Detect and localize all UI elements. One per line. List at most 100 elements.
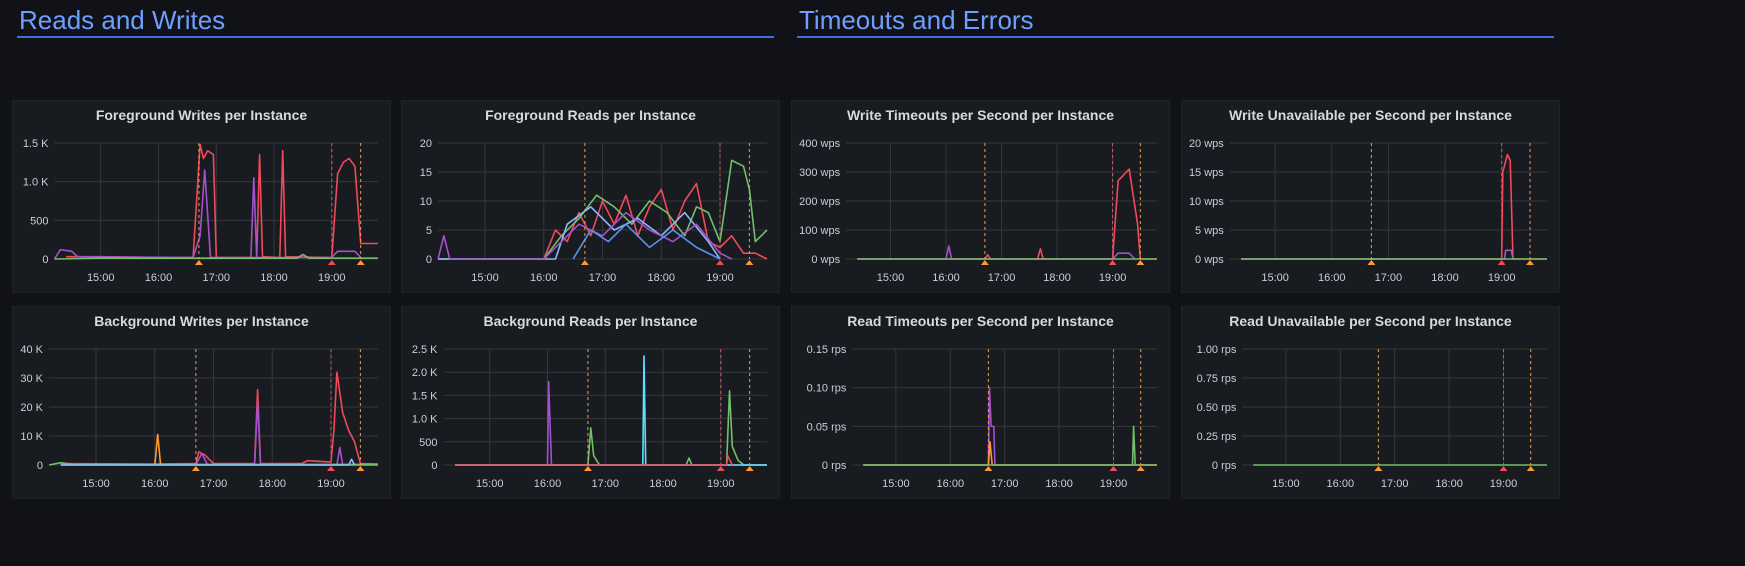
annotation-marker[interactable] <box>1499 466 1508 471</box>
x-tick-label: 17:00 <box>200 478 228 490</box>
annotation-marker[interactable] <box>716 466 725 471</box>
panel-5[interactable]: Background Reads per Instance 0 500 1.0 K 1.… <box>401 306 780 499</box>
annotation-marker[interactable] <box>583 466 592 471</box>
y-tick-label: 20 wps <box>1189 138 1224 150</box>
y-tick-label: 0.25 rps <box>1197 431 1237 443</box>
y-tick-label: 1.0 K <box>412 414 438 426</box>
series-line-3[interactable] <box>455 454 734 466</box>
annotation-marker[interactable] <box>356 260 365 265</box>
series-line-1[interactable] <box>455 390 767 466</box>
x-tick-label: 19:00 <box>318 272 346 284</box>
panel-3[interactable]: Write Unavailable per Second per Instanc… <box>1181 100 1560 293</box>
panel-7[interactable]: Read Unavailable per Second per Instance… <box>1181 306 1560 499</box>
y-tick-label: 20 K <box>20 402 43 414</box>
chart-plot[interactable]: 0 500 1.0 K 1.5 K 15:00 16:00 17:00 18:00 19:00 <box>13 101 392 294</box>
x-tick-label: 18:00 <box>260 272 288 284</box>
y-tick-label: 40 K <box>20 344 43 356</box>
chart-plot[interactable]: 0 500 1.0 K 1.5 K 2.0 K 2.5 K 15:00 16:00 17:00 1… <box>402 307 781 500</box>
series-line-2[interactable] <box>863 425 1157 466</box>
y-tick-label: 0 rps <box>822 460 847 472</box>
panel-title: Write Unavailable per Second per Instanc… <box>1229 107 1512 123</box>
y-tick-label: 1.5 K <box>412 390 438 402</box>
series-line-2[interactable] <box>60 400 344 466</box>
annotation-marker[interactable] <box>1109 466 1118 471</box>
x-tick-label: 15:00 <box>82 478 110 490</box>
series-line-0[interactable] <box>1241 153 1547 260</box>
chart-plot[interactable]: 0 10 K 20 K 30 K 40 K 15:00 16:00 17:00 18:00 19:… <box>13 307 392 500</box>
chart-plot[interactable]: 0 rps 0.25 rps 0.50 rps 0.75 rps 1.00 rps 15:… <box>1182 307 1561 500</box>
series-line-0[interactable] <box>60 371 379 465</box>
annotation-marker[interactable] <box>327 466 335 471</box>
x-tick-label: 15:00 <box>877 272 905 284</box>
x-tick-label: 16:00 <box>1327 478 1355 490</box>
y-tick-label: 10 <box>420 196 432 208</box>
x-tick-label: 16:00 <box>1318 272 1346 284</box>
y-tick-label: 2.5 K <box>412 344 438 356</box>
series-line-2[interactable] <box>54 253 379 260</box>
chart-plot[interactable]: 0 rps 0.05 rps 0.10 rps 0.15 rps 15:00 16:00 1… <box>792 307 1171 500</box>
x-tick-label: 15:00 <box>471 272 499 284</box>
annotation-marker[interactable] <box>980 260 989 265</box>
x-tick-label: 19:00 <box>1100 478 1128 490</box>
y-tick-label: 2.0 K <box>412 367 438 379</box>
x-tick-label: 16:00 <box>141 478 169 490</box>
panel-0[interactable]: Foreground Writes per Instance 0 500 1.0 K 1… <box>12 100 391 293</box>
y-tick-label: 500 <box>30 215 48 227</box>
series-line-4[interactable] <box>572 223 721 260</box>
annotation-marker[interactable] <box>1108 260 1117 265</box>
annotation-marker[interactable] <box>1367 260 1376 265</box>
annotation-marker[interactable] <box>716 260 724 265</box>
x-tick-label: 19:00 <box>317 478 345 490</box>
series-line-1[interactable] <box>1241 249 1514 260</box>
annotation-marker[interactable] <box>580 260 589 265</box>
x-tick-label: 17:00 <box>202 272 230 284</box>
panel-title: Foreground Writes per Instance <box>95 107 308 123</box>
panel-title: Foreground Reads per Instance <box>485 107 696 123</box>
y-tick-label: 0.15 rps <box>807 344 847 356</box>
series-line-4[interactable] <box>60 458 356 466</box>
series-line-1[interactable] <box>863 441 1157 466</box>
annotation-marker[interactable] <box>1497 260 1506 265</box>
annotation-marker[interactable] <box>984 466 993 471</box>
panel-1[interactable]: Foreground Reads per Instance 0 5 10 15 20 15:… <box>401 100 780 293</box>
chart-plot[interactable]: 0 wps 5 wps 10 wps 15 wps 20 wps 15:00 16:00 17… <box>1182 101 1561 294</box>
x-tick-label: 19:00 <box>706 272 734 284</box>
panel-4[interactable]: Background Writes per Instance 0 10 K 20 K 3… <box>12 306 391 499</box>
annotation-marker[interactable] <box>1136 260 1145 265</box>
annotation-marker[interactable] <box>1526 466 1535 471</box>
y-tick-label: 300 wps <box>799 167 840 179</box>
annotation-marker[interactable] <box>1526 260 1535 265</box>
series-line-1[interactable] <box>857 245 1136 260</box>
series-line-0[interactable] <box>455 380 767 466</box>
y-tick-label: 0.75 rps <box>1197 373 1237 385</box>
x-tick-label: 19:00 <box>707 478 735 490</box>
panel-6[interactable]: Read Timeouts per Second per Instance 0 r… <box>791 306 1170 499</box>
x-tick-label: 15:00 <box>882 478 910 490</box>
panel-title: Read Unavailable per Second per Instance <box>1229 313 1512 329</box>
y-tick-label: 10 K <box>20 431 43 443</box>
chart-plot[interactable]: 0 5 10 15 20 15:00 16:00 17:00 18:00 19:00 <box>402 101 781 294</box>
x-tick-label: 19:00 <box>1488 272 1516 284</box>
annotation-marker[interactable] <box>191 466 200 471</box>
x-tick-label: 16:00 <box>530 272 558 284</box>
panel-2[interactable]: Write Timeouts per Second per Instance 0 … <box>791 100 1170 293</box>
x-tick-label: 16:00 <box>145 272 173 284</box>
chart-plot[interactable]: 0 wps 100 wps 200 wps 300 wps 400 wps 15:00 16… <box>792 101 1171 294</box>
y-tick-label: 0.50 rps <box>1197 402 1237 414</box>
panel-title: Background Reads per Instance <box>483 313 698 329</box>
series-line-0[interactable] <box>66 143 378 259</box>
y-tick-label: 0.10 rps <box>807 383 847 395</box>
series-line-1[interactable] <box>438 159 768 260</box>
x-tick-label: 15:00 <box>1272 478 1300 490</box>
y-tick-label: 5 wps <box>1195 225 1224 237</box>
annotation-marker[interactable] <box>1136 466 1145 471</box>
annotation-marker[interactable] <box>194 260 203 265</box>
section-title-timeouts-errors: Timeouts and Errors <box>797 4 1554 38</box>
annotation-marker[interactable] <box>745 466 754 471</box>
series-line-0[interactable] <box>857 168 1157 260</box>
annotation-marker[interactable] <box>1374 466 1383 471</box>
annotation-marker[interactable] <box>745 260 754 265</box>
y-tick-label: 30 K <box>20 373 43 385</box>
annotation-marker[interactable] <box>327 260 336 265</box>
annotation-marker[interactable] <box>356 466 365 471</box>
